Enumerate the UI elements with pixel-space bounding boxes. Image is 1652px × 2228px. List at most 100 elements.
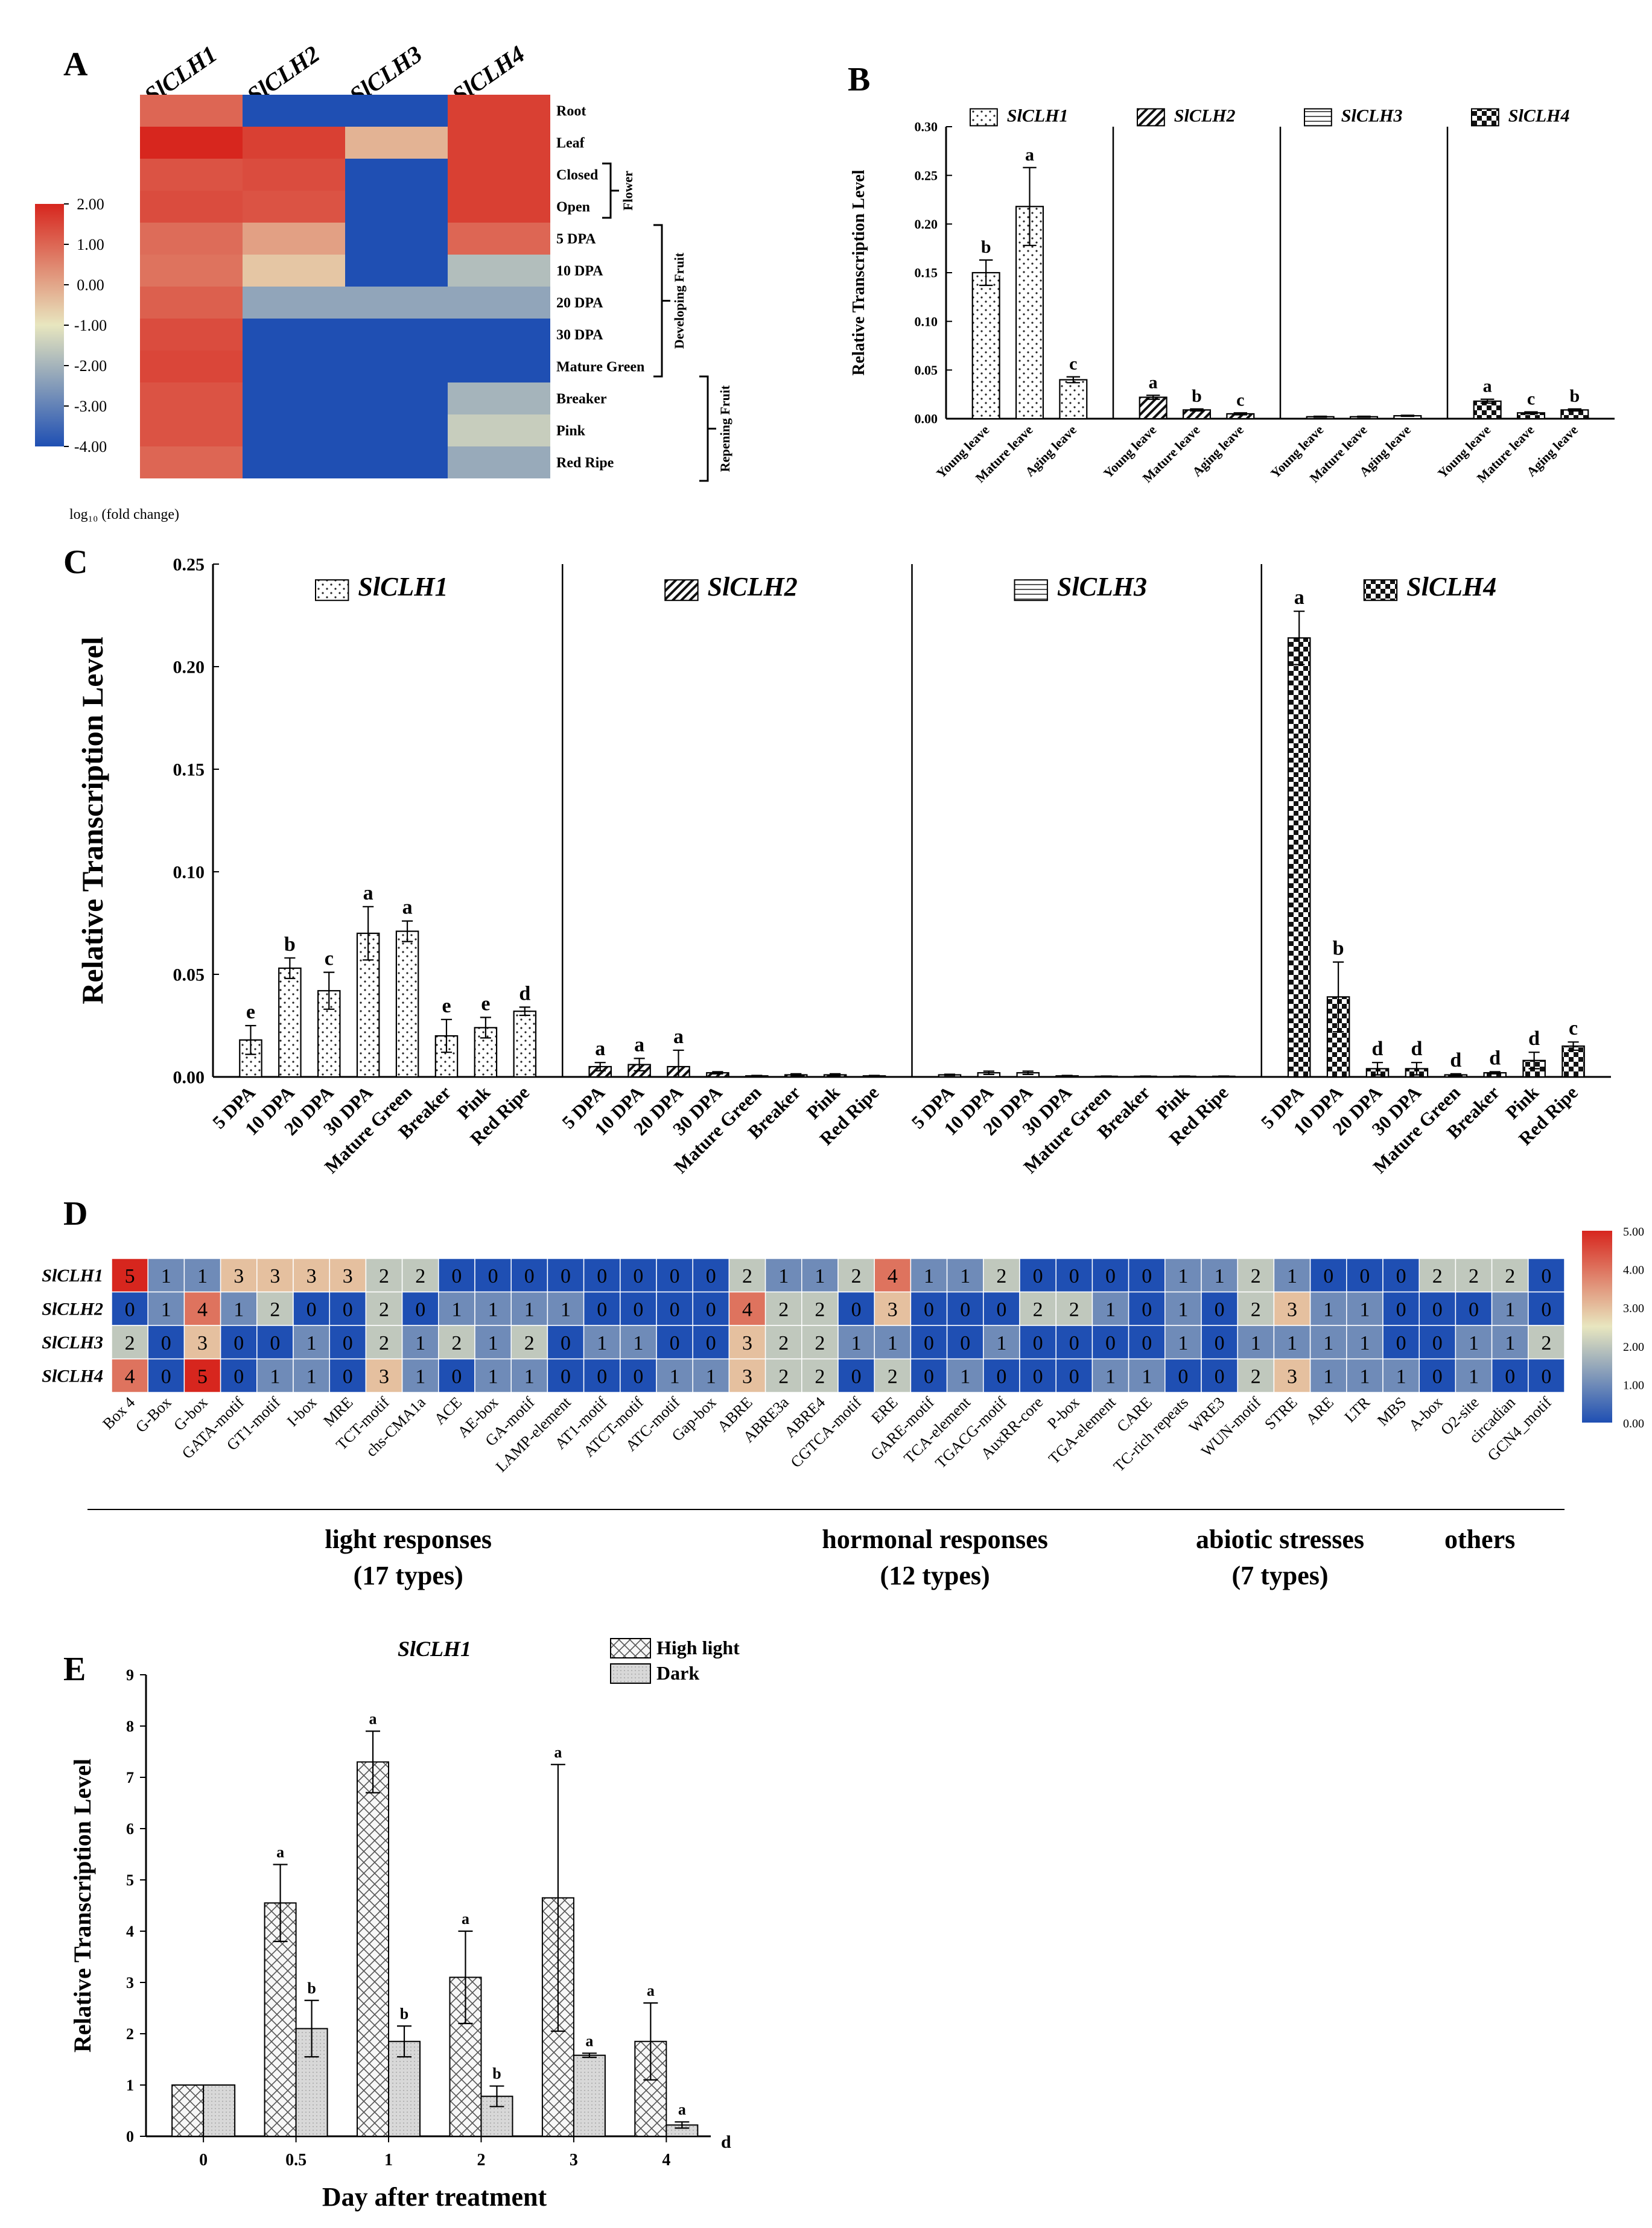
heatmap-cell-value: 0	[1069, 1332, 1079, 1354]
heatmap-cell-value: 2	[888, 1365, 898, 1388]
heatmap-cell	[874, 1291, 912, 1326]
heatmap-cell	[256, 1258, 294, 1293]
panel-label-b: B	[848, 61, 870, 98]
heatmap-cell-value: 0	[1469, 1298, 1479, 1321]
heatmap-cell	[1201, 1358, 1238, 1393]
heatmap-cell-value: 1	[161, 1298, 171, 1321]
heatmap-cell-value: 0	[524, 1265, 535, 1287]
significance-letter: b	[981, 237, 991, 257]
panel-d-heatmap: SlCLH1 SlCLH2 SlCLH3 SlCLH4 5 1 1 3 3 3 3 2 2 0 0 0 0 0 0 0…	[42, 1225, 1644, 1590]
legend-label: SlCLH2	[1174, 106, 1236, 126]
heatmap-cell-value: 0	[1432, 1298, 1443, 1321]
colorbar-tick-label: -1.00	[74, 317, 107, 334]
significance-letter: a	[1149, 372, 1158, 392]
heatmap-cell-value: 1	[1178, 1332, 1188, 1354]
heatmap-cell	[1418, 1258, 1457, 1293]
heatmap-cell-value: 2	[996, 1265, 1006, 1287]
heatmap-cell	[1237, 1358, 1275, 1393]
panel-e-bar-chart: 0 1 2 3 4 5 6 7 8 9 Relative Transcription Level Da…	[69, 1637, 740, 2212]
heatmap-cell	[1418, 1325, 1457, 1360]
heatmap-cell-value: 0	[924, 1298, 934, 1321]
panel-c-bar-chart: 0.00 0.05 0.10 0.15 0.20 0.25 Relative Transcr…	[75, 555, 1611, 1178]
y-tick-label: 0.05	[915, 363, 938, 378]
bar	[171, 2084, 205, 2137]
heatmap-cell	[448, 223, 550, 255]
heatmap-cell	[220, 1291, 258, 1326]
heatmap-cell-value: 2	[1033, 1298, 1043, 1321]
heatmap-cell-value: 0	[1541, 1365, 1551, 1388]
bar	[434, 1035, 459, 1078]
y-tick-label: 0.25	[173, 555, 205, 575]
heatmap-cell	[448, 414, 550, 446]
heatmap-cell-value: 2	[1541, 1332, 1551, 1354]
x-tick-label: 0	[199, 2151, 208, 2169]
heatmap-cell-value: 1	[670, 1365, 680, 1388]
heatmap-column-label: LTR	[1341, 1393, 1374, 1426]
heatmap-cell	[243, 446, 345, 478]
heatmap-cell-value: 2	[815, 1332, 825, 1354]
heatmap-cell	[1201, 1325, 1238, 1360]
heatmap-cell-value: 0	[1215, 1298, 1225, 1321]
significance-letter: b	[400, 2005, 408, 2022]
heatmap-cell-value: 0	[851, 1298, 862, 1321]
category-label: others	[1444, 1525, 1515, 1554]
heatmap-cell	[510, 1358, 548, 1393]
heatmap-cell-value: 2	[1432, 1265, 1443, 1287]
bar	[573, 2054, 606, 2137]
heatmap-row-label: Root	[556, 104, 586, 119]
legend-label: Dark	[656, 1662, 699, 1684]
y-tick-label: 2	[126, 2025, 134, 2043]
heatmap-cell-value: 0	[488, 1265, 498, 1287]
heatmap-cell-value: 0	[706, 1332, 716, 1354]
heatmap-column-label: G-Box	[132, 1394, 175, 1436]
heatmap-cell-value: 0	[670, 1265, 680, 1287]
heatmap-cell-value: 0	[561, 1332, 571, 1354]
heatmap-cell-value: 0	[451, 1365, 462, 1388]
heatmap-row-label: Open	[556, 200, 590, 215]
y-tick-label: 0.10	[915, 314, 938, 329]
heatmap-cell	[243, 287, 345, 319]
heatmap-cell-value: 3	[742, 1365, 752, 1388]
heatmap-column-label: MBS	[1374, 1394, 1409, 1429]
heatmap-cell	[692, 1291, 730, 1326]
heatmap-cell	[345, 223, 448, 255]
heatmap-cell	[345, 446, 448, 478]
significance-letter: a	[678, 2101, 686, 2118]
heatmap-cell	[329, 1258, 367, 1293]
heatmap-cell	[345, 159, 448, 191]
heatmap-cell	[1128, 1358, 1166, 1393]
developing-fruit-bracket: Developing Fruit	[653, 224, 687, 378]
heatmap-cell	[220, 1325, 258, 1360]
significance-letter: d	[519, 982, 530, 1005]
heatmap-cell	[448, 191, 550, 223]
heatmap-cell	[243, 127, 345, 159]
bracket-label: Repening Fruit	[717, 385, 732, 472]
heatmap-cell-value: 0	[161, 1365, 171, 1388]
bar	[1473, 400, 1502, 420]
heatmap-cell	[1128, 1325, 1166, 1360]
heatmap-cell	[837, 1358, 875, 1393]
heatmap-cell	[243, 159, 345, 191]
bar	[971, 271, 1000, 420]
heatmap-cell	[345, 287, 448, 319]
heatmap-cell-value: 0	[996, 1298, 1006, 1321]
heatmap-cell	[1273, 1291, 1311, 1326]
heatmap-cell-value: 2	[778, 1365, 789, 1388]
heatmap-cell-value: 3	[888, 1298, 898, 1321]
heatmap-cell	[656, 1258, 693, 1293]
significance-letter: d	[1411, 1038, 1422, 1060]
heatmap-cell	[764, 1358, 802, 1393]
heatmap-cell	[448, 95, 550, 127]
heatmap-cell	[910, 1325, 948, 1360]
bar	[1059, 379, 1088, 420]
heatmap-cell-value: 0	[851, 1365, 862, 1388]
y-tick-label: 9	[126, 1666, 134, 1684]
bar	[203, 2084, 236, 2137]
heatmap-cell-value: 0	[1396, 1298, 1406, 1321]
heatmap-cell-value: 0	[1069, 1265, 1079, 1287]
heatmap-cell	[583, 1291, 621, 1326]
heatmap-cell-value: 2	[1505, 1265, 1515, 1287]
heatmap-cell	[801, 1358, 839, 1393]
y-tick-label: 0.00	[915, 411, 938, 427]
heatmap-cell	[1528, 1358, 1565, 1393]
